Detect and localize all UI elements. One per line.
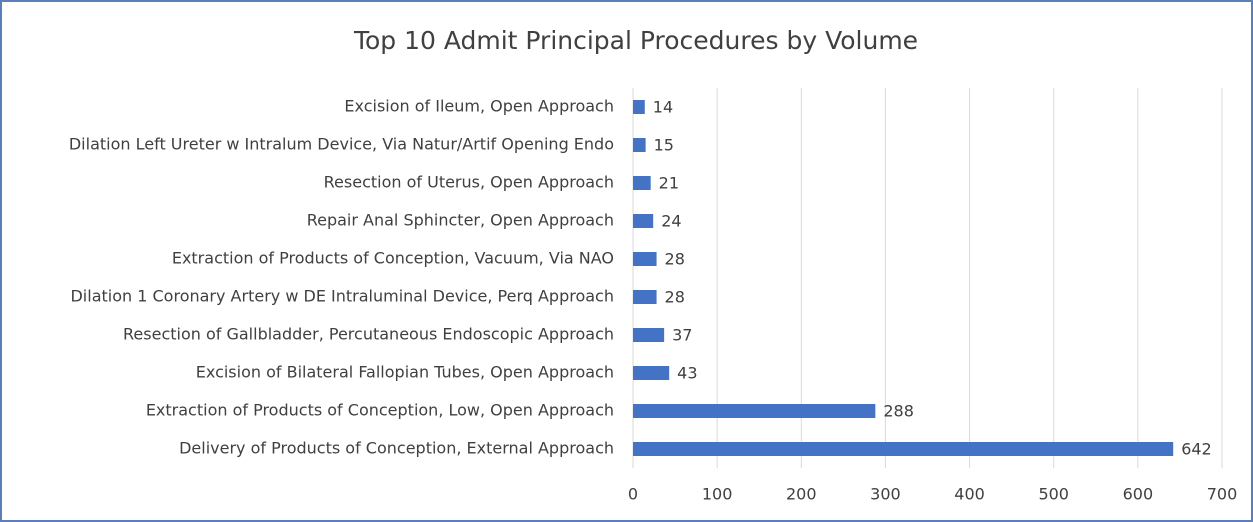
bar <box>633 442 1174 456</box>
y-tick-label: Excision of Ileum, Open Approach <box>344 97 614 116</box>
bar <box>633 252 657 266</box>
bar <box>633 404 876 418</box>
data-label: 15 <box>654 136 674 155</box>
data-label: 642 <box>1181 440 1212 459</box>
data-label: 14 <box>653 98 673 117</box>
x-tick-label: 700 <box>1207 485 1238 504</box>
bar <box>633 138 646 152</box>
y-tick-label: Repair Anal Sphincter, Open Approach <box>307 211 614 230</box>
data-label: 28 <box>665 288 685 307</box>
bar <box>633 214 654 228</box>
bar <box>633 366 670 380</box>
chart-title: Top 10 Admit Principal Procedures by Vol… <box>353 26 918 55</box>
bar <box>633 328 665 342</box>
y-tick-label: Dilation Left Ureter w Intralum Device, … <box>69 135 614 154</box>
data-label: 37 <box>672 326 692 345</box>
bar <box>633 100 645 114</box>
bar <box>633 176 651 190</box>
y-tick-label: Extraction of Products of Conception, Va… <box>172 249 614 268</box>
data-label: 24 <box>661 212 681 231</box>
y-tick-label: Extraction of Products of Conception, Lo… <box>146 401 614 420</box>
x-tick-label: 0 <box>628 485 638 504</box>
x-tick-label: 400 <box>954 485 985 504</box>
y-tick-label: Delivery of Products of Conception, Exte… <box>179 439 614 458</box>
x-tick-label: 500 <box>1038 485 1069 504</box>
x-tick-label: 300 <box>870 485 901 504</box>
bar <box>633 290 657 304</box>
data-label: 43 <box>677 364 697 383</box>
y-tick-label: Resection of Uterus, Open Approach <box>324 173 614 192</box>
y-tick-label: Excision of Bilateral Fallopian Tubes, O… <box>196 363 614 382</box>
data-label: 288 <box>883 402 914 421</box>
x-tick-label: 100 <box>702 485 733 504</box>
y-tick-label: Resection of Gallbladder, Percutaneous E… <box>123 325 614 344</box>
x-tick-label: 600 <box>1123 485 1154 504</box>
x-tick-label: 200 <box>786 485 817 504</box>
data-label: 21 <box>659 174 679 193</box>
data-label: 28 <box>665 250 685 269</box>
y-tick-label: Dilation 1 Coronary Artery w DE Intralum… <box>70 287 614 306</box>
